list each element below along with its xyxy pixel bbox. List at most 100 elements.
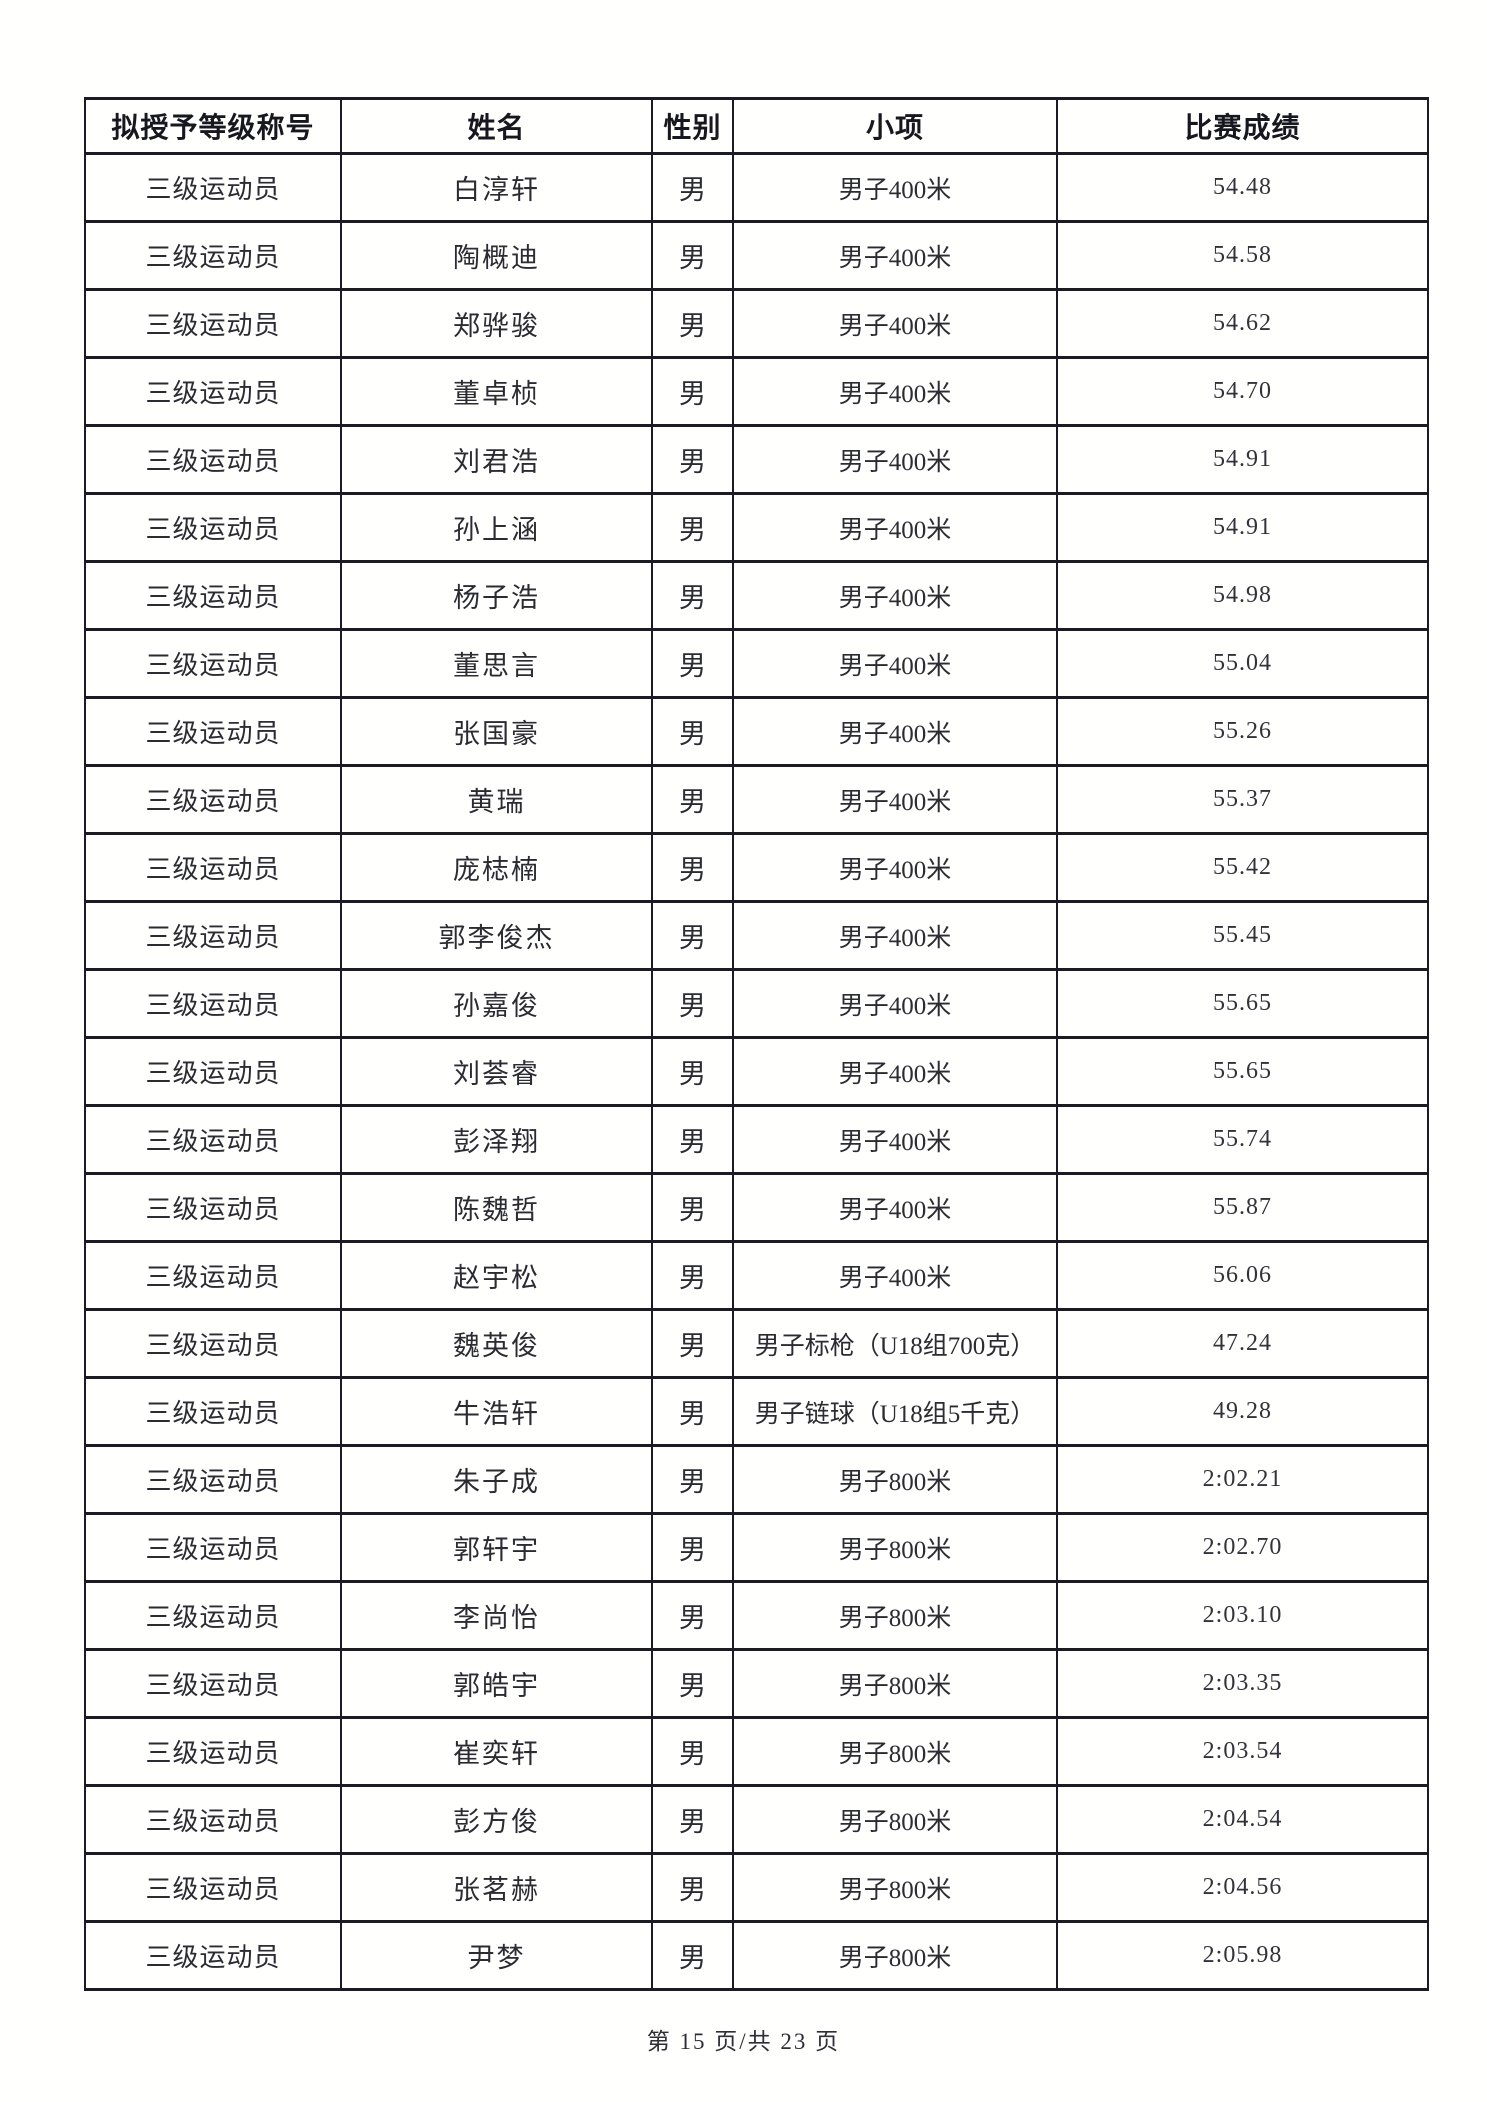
cell-gender: 男 (651, 832, 734, 903)
table-row: 三级运动员 刘荟睿男男子400米 55.65 (84, 1036, 1429, 1107)
cell-result: 55.65 (1056, 1036, 1429, 1107)
table-row: 三级运动员 郭轩宇男男子800米 2:02.70 (84, 1512, 1429, 1583)
cell-rank-title: 三级运动员 (84, 356, 342, 427)
table-row: 三级运动员 魏英俊男男子标枪（U18组700克） 47.24 (84, 1308, 1429, 1379)
cell-name: 庞梽楠 (340, 832, 653, 903)
cell-event: 男子400米 (732, 560, 1058, 631)
cell-event: 男子800米 (732, 1444, 1058, 1515)
cell-rank-title: 三级运动员 (84, 1920, 342, 1991)
cell-rank-title: 三级运动员 (84, 1784, 342, 1855)
cell-event: 男子标枪（U18组700克） (732, 1308, 1058, 1379)
cell-result: 55.74 (1056, 1104, 1429, 1175)
cell-event: 男子400米 (732, 152, 1058, 223)
table-row: 三级运动员 黄瑞男男子400米 55.37 (84, 764, 1429, 835)
cell-gender: 男 (651, 968, 734, 1039)
cell-result: 55.26 (1056, 696, 1429, 767)
cell-event: 男子400米 (732, 900, 1058, 971)
cell-name: 郭皓宇 (340, 1648, 653, 1719)
table-header-row: 拟授予等级称号 姓名 性别 小项 比赛成绩 (84, 97, 1429, 155)
cell-rank-title: 三级运动员 (84, 1512, 342, 1583)
column-header-event: 小项 (732, 97, 1058, 155)
cell-name: 孙嘉俊 (340, 968, 653, 1039)
cell-event: 男子400米 (732, 832, 1058, 903)
cell-event: 男子400米 (732, 288, 1058, 359)
cell-result: 2:03.10 (1056, 1580, 1429, 1651)
cell-event: 男子400米 (732, 628, 1058, 699)
cell-name: 白淳轩 (340, 152, 653, 223)
cell-gender: 男 (651, 1852, 734, 1923)
cell-rank-title: 三级运动员 (84, 1172, 342, 1243)
table-row: 三级运动员 郑骅骏男男子400米 54.62 (84, 288, 1429, 359)
table-row: 三级运动员 刘君浩男男子400米 54.91 (84, 424, 1429, 495)
cell-gender: 男 (651, 1512, 734, 1583)
cell-gender: 男 (651, 1920, 734, 1991)
cell-name: 崔奕轩 (340, 1716, 653, 1787)
cell-rank-title: 三级运动员 (84, 900, 342, 971)
cell-gender: 男 (651, 1172, 734, 1243)
cell-rank-title: 三级运动员 (84, 424, 342, 495)
cell-gender: 男 (651, 1716, 734, 1787)
cell-event: 男子400米 (732, 220, 1058, 291)
cell-gender: 男 (651, 424, 734, 495)
cell-name: 朱子成 (340, 1444, 653, 1515)
cell-event: 男子800米 (732, 1648, 1058, 1719)
cell-gender: 男 (651, 628, 734, 699)
cell-result: 55.87 (1056, 1172, 1429, 1243)
table-row: 三级运动员 郭皓宇男男子800米 2:03.35 (84, 1648, 1429, 1719)
cell-event: 男子800米 (732, 1580, 1058, 1651)
cell-result: 55.04 (1056, 628, 1429, 699)
cell-result: 54.58 (1056, 220, 1429, 291)
cell-event: 男子链球（U18组5千克） (732, 1376, 1058, 1447)
cell-result: 2:02.70 (1056, 1512, 1429, 1583)
table-row: 三级运动员 赵宇松男男子400米 56.06 (84, 1240, 1429, 1311)
cell-event: 男子800米 (732, 1852, 1058, 1923)
cell-gender: 男 (651, 900, 734, 971)
cell-rank-title: 三级运动员 (84, 1376, 342, 1447)
cell-result: 2:04.56 (1056, 1852, 1429, 1923)
cell-name: 黄瑞 (340, 764, 653, 835)
table-row: 三级运动员 董思言男男子400米 55.04 (84, 628, 1429, 699)
cell-gender: 男 (651, 560, 734, 631)
cell-gender: 男 (651, 764, 734, 835)
table-row: 三级运动员 孙嘉俊男男子400米 55.65 (84, 968, 1429, 1039)
cell-result: 54.48 (1056, 152, 1429, 223)
cell-name: 董思言 (340, 628, 653, 699)
cell-result: 54.70 (1056, 356, 1429, 427)
cell-rank-title: 三级运动员 (84, 1240, 342, 1311)
table-row: 三级运动员 朱子成男男子800米 2:02.21 (84, 1444, 1429, 1515)
cell-event: 男子400米 (732, 424, 1058, 495)
cell-result: 49.28 (1056, 1376, 1429, 1447)
cell-name: 陶概迪 (340, 220, 653, 291)
cell-result: 47.24 (1056, 1308, 1429, 1379)
cell-name: 董卓桢 (340, 356, 653, 427)
cell-name: 孙上涵 (340, 492, 653, 563)
cell-gender: 男 (651, 288, 734, 359)
cell-name: 陈魏哲 (340, 1172, 653, 1243)
cell-name: 彭泽翔 (340, 1104, 653, 1175)
cell-event: 男子400米 (732, 968, 1058, 1039)
column-header-rank-title: 拟授予等级称号 (84, 97, 342, 155)
cell-gender: 男 (651, 696, 734, 767)
cell-event: 男子800米 (732, 1716, 1058, 1787)
table-row: 三级运动员 张茗赫男男子800米 2:04.56 (84, 1852, 1429, 1923)
cell-gender: 男 (651, 220, 734, 291)
cell-gender: 男 (651, 1308, 734, 1379)
cell-rank-title: 三级运动员 (84, 968, 342, 1039)
cell-rank-title: 三级运动员 (84, 560, 342, 631)
cell-name: 李尚怡 (340, 1580, 653, 1651)
table-row: 三级运动员 孙上涵男男子400米 54.91 (84, 492, 1429, 563)
cell-result: 2:03.35 (1056, 1648, 1429, 1719)
table-row: 三级运动员 尹梦男男子800米 2:05.98 (84, 1920, 1429, 1991)
table-row: 三级运动员 杨子浩男男子400米 54.98 (84, 560, 1429, 631)
table-row: 三级运动员 白淳轩男男子400米 54.48 (84, 152, 1429, 223)
cell-result: 55.37 (1056, 764, 1429, 835)
cell-name: 郭李俊杰 (340, 900, 653, 971)
cell-result: 2:05.98 (1056, 1920, 1429, 1991)
cell-name: 赵宇松 (340, 1240, 653, 1311)
table-row: 三级运动员 牛浩轩男男子链球（U18组5千克） 49.28 (84, 1376, 1429, 1447)
cell-gender: 男 (651, 1104, 734, 1175)
cell-result: 54.62 (1056, 288, 1429, 359)
cell-rank-title: 三级运动员 (84, 1580, 342, 1651)
cell-name: 郑骅骏 (340, 288, 653, 359)
table-row: 三级运动员 李尚怡男男子800米 2:03.10 (84, 1580, 1429, 1651)
